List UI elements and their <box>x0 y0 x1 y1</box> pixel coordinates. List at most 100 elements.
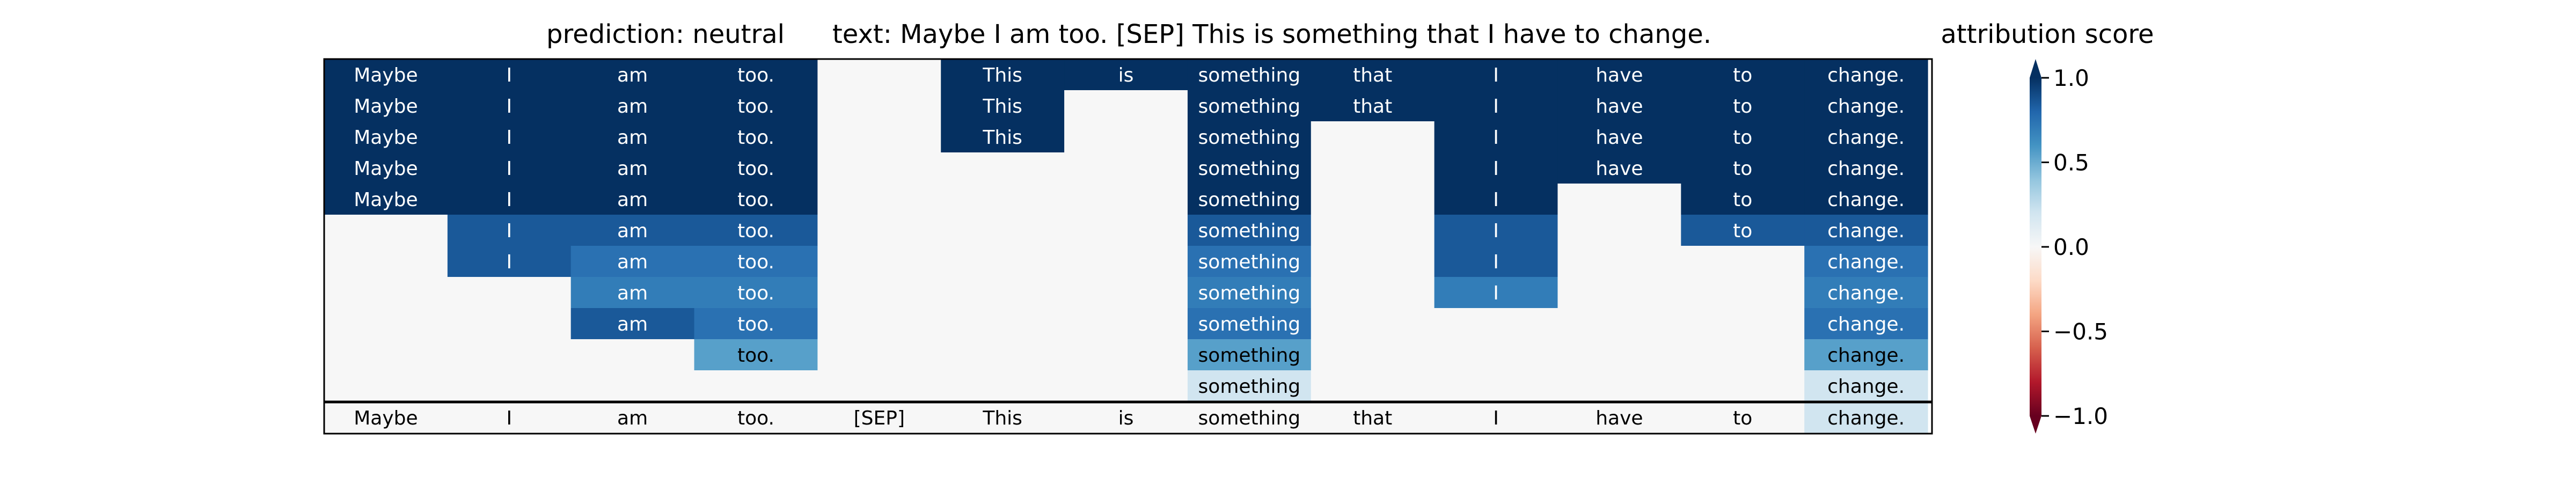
heatmap-cell <box>1557 152 1681 184</box>
heatmap-cell <box>817 246 941 277</box>
heatmap-cell <box>1187 246 1312 277</box>
heatmap-cell <box>1311 121 1435 153</box>
heatmap-cell-label: I <box>506 127 512 149</box>
footer-token-label: change. <box>1827 407 1905 429</box>
heatmap-cell <box>570 90 695 122</box>
heatmap-cell-label: change. <box>1827 282 1905 304</box>
heatmap-cell-label: too. <box>737 313 774 335</box>
heatmap-cell-label: something <box>1198 220 1301 242</box>
footer-token-label: to <box>1733 407 1752 429</box>
heatmap-cell <box>817 152 941 184</box>
heatmap-cell-label: something <box>1198 345 1301 367</box>
heatmap-cell <box>1804 184 1928 215</box>
footer-cell <box>941 401 1065 434</box>
heatmap-cell <box>1681 370 1805 402</box>
heatmap-cell-label: that <box>1353 96 1392 118</box>
heatmap-cell <box>1064 152 1188 184</box>
heatmap-cell <box>1064 184 1188 215</box>
heatmap-cell-label: too. <box>737 282 774 304</box>
heatmap-cell-label: have <box>1596 96 1643 118</box>
heatmap-cell <box>1311 246 1435 277</box>
heatmap-cell <box>1557 215 1681 246</box>
heatmap-cell <box>817 59 941 91</box>
heatmap-cell <box>817 370 941 402</box>
heatmap-cell <box>941 215 1065 246</box>
heatmap-cell-label: to <box>1733 127 1752 149</box>
heatmap-cell <box>570 59 695 91</box>
heatmap-cell <box>694 121 818 153</box>
heatmap-cell <box>1681 308 1805 340</box>
heatmap-cell <box>694 277 818 309</box>
title-prediction: prediction: neutral <box>546 19 785 49</box>
heatmap-cell <box>1681 339 1805 371</box>
heatmap-cell-label: I <box>1493 189 1499 211</box>
heatmap-cell-label: I <box>1493 96 1499 118</box>
footer-cell <box>817 401 941 434</box>
colorbar-gradient <box>2030 78 2041 416</box>
heatmap-cell-label: am <box>617 220 648 242</box>
colorbar-tick-label: −1.0 <box>2053 403 2108 429</box>
heatmap-cell-label: This <box>982 127 1022 149</box>
footer-token-label: [SEP] <box>854 407 905 429</box>
footer-token-label: I <box>506 407 512 429</box>
heatmap-cell <box>817 184 941 215</box>
heatmap-cell <box>1804 339 1928 371</box>
footer-cell <box>1681 401 1805 434</box>
heatmap-cell <box>1557 339 1681 371</box>
heatmap-cell <box>570 246 695 277</box>
footer-token-label: that <box>1353 407 1392 429</box>
heatmap-cell <box>324 184 448 215</box>
heatmap-cell <box>817 339 941 371</box>
heatmap-cell-label: to <box>1733 158 1752 180</box>
heatmap-cell-label: something <box>1198 251 1301 273</box>
heatmap-cell-label: too. <box>737 220 774 242</box>
heatmap-cell-label: to <box>1733 96 1752 118</box>
heatmap-cell <box>1804 370 1928 402</box>
heatmap-cell-label: I <box>1493 158 1499 180</box>
heatmap-cell <box>1681 184 1805 215</box>
heatmap-cell-label: change. <box>1827 313 1905 335</box>
heatmap-cell-label: to <box>1733 220 1752 242</box>
heatmap-cell <box>1557 277 1681 309</box>
footer-cell <box>1187 401 1312 434</box>
heatmap-cell <box>570 152 695 184</box>
heatmap-cell-label: Maybe <box>354 158 418 180</box>
heatmap-cell <box>324 370 448 402</box>
heatmap-cell-label: Maybe <box>354 96 418 118</box>
footer-cell <box>570 401 695 434</box>
heatmap-cell <box>1064 121 1188 153</box>
heatmap-cell <box>570 339 695 371</box>
heatmap-cell <box>1804 215 1928 246</box>
heatmap-cell-label: This <box>982 64 1022 86</box>
heatmap-cell-label: change. <box>1827 189 1905 211</box>
heatmap-cell-label: that <box>1353 64 1392 86</box>
heatmap-cell-label: I <box>1493 127 1499 149</box>
heatmap-cell <box>570 184 695 215</box>
heatmap-cell <box>817 215 941 246</box>
heatmap-cell <box>447 121 572 153</box>
heatmap-cell <box>324 277 448 309</box>
heatmap-cell-label: too. <box>737 345 774 367</box>
heatmap-cell <box>1557 90 1681 122</box>
heatmap-cell <box>1804 59 1928 91</box>
heatmap-cell <box>1557 370 1681 402</box>
heatmap-cell-label: too. <box>737 251 774 273</box>
heatmap-cell-label: change. <box>1827 251 1905 273</box>
heatmap-cell-label: change. <box>1827 376 1905 398</box>
heatmap-cell <box>447 59 572 91</box>
heatmap-cell <box>941 152 1065 184</box>
heatmap-cell <box>1064 90 1188 122</box>
heatmap-cell-label: I <box>1493 251 1499 273</box>
footer-token-label: Maybe <box>354 407 418 429</box>
heatmap-cell <box>1434 277 1558 309</box>
heatmap-cell-label: change. <box>1827 158 1905 180</box>
heatmap-cell-label: I <box>1493 282 1499 304</box>
heatmap-cell <box>941 90 1065 122</box>
heatmap-cell <box>1311 370 1435 402</box>
heatmap-cell <box>1681 215 1805 246</box>
heatmap-cell <box>1557 184 1681 215</box>
heatmap-cell-label: am <box>617 189 648 211</box>
heatmap-cell <box>817 308 941 340</box>
colorbar: 1.0 0.5 0.0 −0.5 −1.0 <box>2030 59 2108 434</box>
